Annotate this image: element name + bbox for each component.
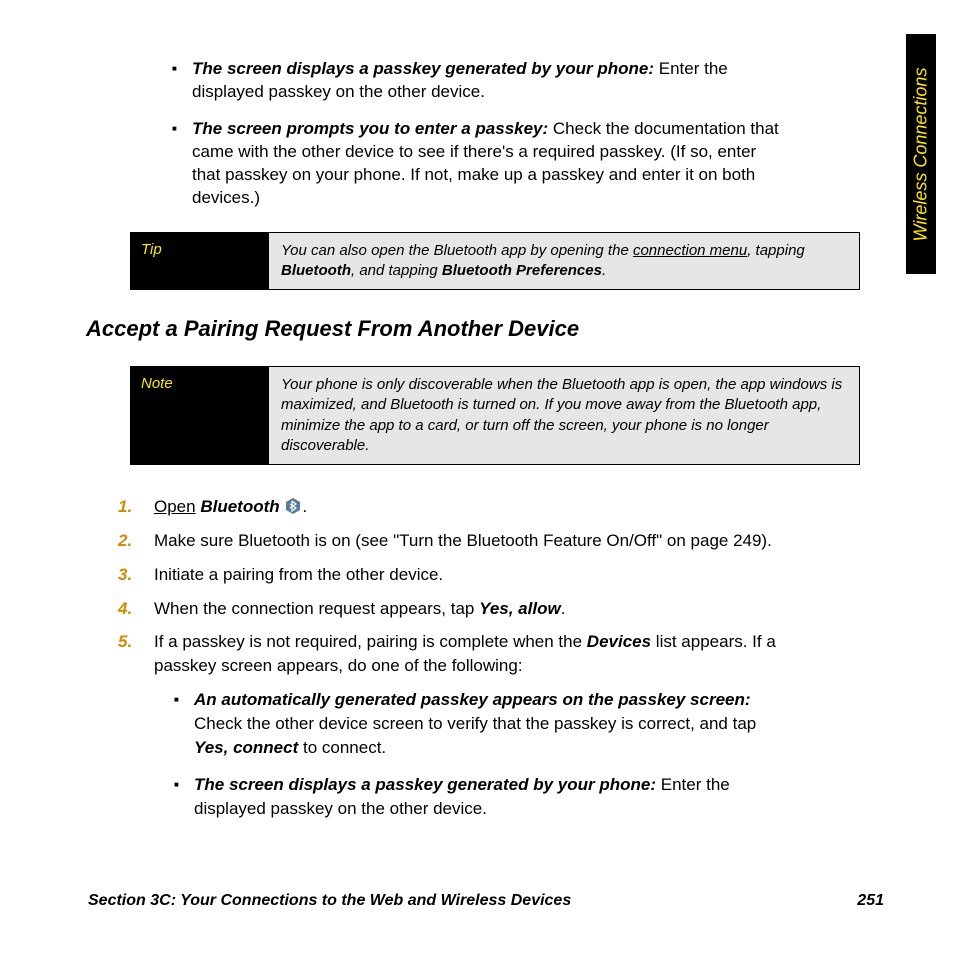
side-tab-label: Wireless Connections [911, 67, 932, 241]
step-bold: Yes, connect [194, 738, 298, 757]
step-text: If a passkey is not required, pairing is… [154, 632, 587, 651]
tip-bold: Bluetooth [281, 262, 351, 279]
tip-body: You can also open the Bluetooth app by o… [269, 233, 859, 290]
step-number: 5. [118, 630, 132, 654]
steps-list: 1. Open Bluetooth . 2. Make sure Bluetoo… [118, 495, 780, 821]
step-number: 2. [118, 529, 132, 553]
tip-callout: Tip You can also open the Bluetooth app … [130, 232, 860, 291]
tip-text: . [602, 262, 606, 279]
bullet-lead: The screen displays a passkey generated … [192, 59, 654, 78]
side-tab: Wireless Connections [906, 34, 936, 274]
note-callout: Note Your phone is only discoverable whe… [130, 366, 860, 465]
step-bold: Bluetooth [196, 497, 285, 516]
step-text: When the connection request appears, tap [154, 599, 479, 618]
page-footer: Section 3C: Your Connections to the Web … [88, 892, 884, 910]
note-body: Your phone is only discoverable when the… [269, 367, 859, 464]
bullet-lead: The screen prompts you to enter a passke… [192, 119, 548, 138]
note-label: Note [131, 367, 269, 464]
tip-label: Tip [131, 233, 269, 290]
bluetooth-icon [284, 497, 302, 515]
step-item: 5. If a passkey is not required, pairing… [118, 630, 780, 821]
bullet-text: to connect. [298, 738, 386, 757]
sub-bullet-item: The screen displays a passkey generated … [174, 773, 780, 821]
step-item: 2. Make sure Bluetooth is on (see "Turn … [118, 529, 780, 553]
step-text: . [302, 497, 307, 516]
step-item: 3. Initiate a pairing from the other dev… [118, 563, 780, 587]
bullet-text: Check the other device screen to verify … [194, 714, 756, 733]
bullet-lead: An automatically generated passkey appea… [194, 690, 751, 709]
step-number: 4. [118, 597, 132, 621]
bullet-lead: The screen displays a passkey generated … [194, 775, 656, 794]
top-bullet-list: The screen displays a passkey generated … [172, 58, 780, 210]
step-text: Initiate a pairing from the other device… [154, 565, 443, 584]
step-item: 1. Open Bluetooth . [118, 495, 780, 519]
step-text: Make sure Bluetooth is on (see "Turn the… [154, 531, 772, 550]
tip-text: , tapping [747, 242, 805, 259]
step-bold: Devices [587, 632, 651, 651]
footer-section: Section 3C: Your Connections to the Web … [88, 892, 571, 910]
bullet-item: The screen prompts you to enter a passke… [172, 118, 780, 210]
section-heading: Accept a Pairing Request From Another De… [86, 316, 780, 342]
bullet-item: The screen displays a passkey generated … [172, 58, 780, 104]
connection-menu-link[interactable]: connection menu [633, 242, 747, 259]
sub-bullet-list: An automatically generated passkey appea… [174, 688, 780, 821]
tip-text: You can also open the Bluetooth app by o… [281, 242, 633, 259]
open-link[interactable]: Open [154, 497, 196, 516]
sub-bullet-item: An automatically generated passkey appea… [174, 688, 780, 759]
tip-bold: Bluetooth Preferences [442, 262, 602, 279]
tip-text: , and tapping [351, 262, 442, 279]
page-number: 251 [857, 892, 884, 910]
step-item: 4. When the connection request appears, … [118, 597, 780, 621]
step-number: 3. [118, 563, 132, 587]
page-content: The screen displays a passkey generated … [0, 0, 870, 821]
step-text: . [561, 599, 566, 618]
step-bold: Yes, allow [479, 599, 561, 618]
step-number: 1. [118, 495, 132, 519]
